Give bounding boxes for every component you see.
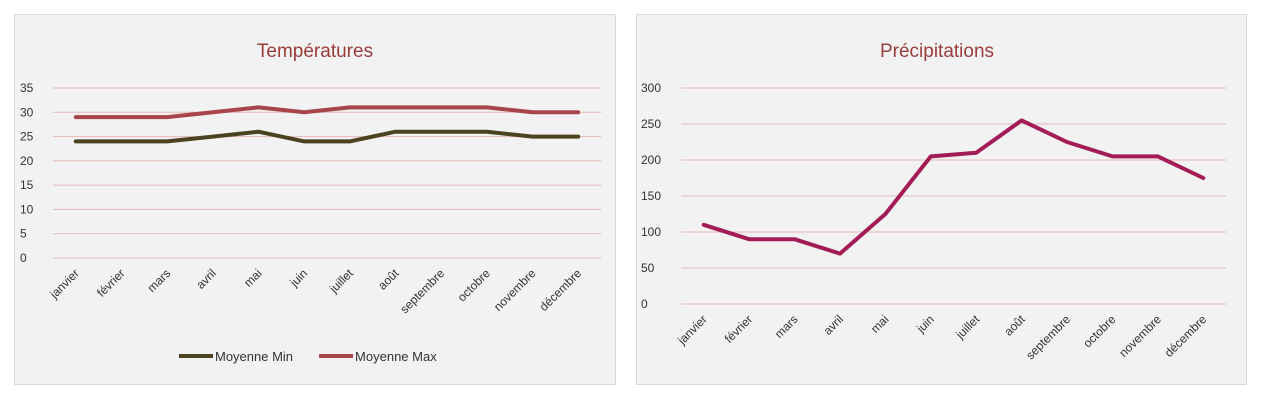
precipitation-x-tick-label: mars [772, 312, 801, 341]
temperature-series-line-1 [73, 105, 581, 120]
temperature-y-tick-label: 0 [20, 251, 27, 265]
temperature-y-tick-label: 20 [20, 154, 34, 168]
precipitation-y-tick-label: 50 [641, 261, 655, 275]
temperature-y-tick-label: 35 [20, 81, 34, 95]
temperature-x-tick-label: mars [145, 266, 174, 295]
temperature-y-tick-label: 30 [20, 105, 34, 119]
temperature-chart: Températures 0 5 10 15 20 25 30 35 janvier févrie… [20, 41, 601, 364]
temperature-x-tick-label: février [94, 266, 127, 299]
temperature-x-tick-label: novembre [491, 266, 539, 314]
precipitation-chart: Précipitations 0 50 100 150 200 250 300 janvier… [641, 41, 1226, 362]
precipitation-x-tick-label: décembre [1162, 312, 1210, 360]
precipitation-x-tick-label: novembre [1116, 312, 1164, 360]
temperature-chart-title: Températures [257, 41, 373, 62]
temperature-y-tick-label: 25 [20, 130, 34, 144]
temperature-x-tick-label: avril [193, 266, 218, 291]
temperature-x-tick-label: juillet [326, 266, 356, 296]
precipitation-y-tick-label: 100 [641, 225, 661, 239]
precipitation-y-tick-label: 0 [641, 297, 648, 311]
temperature-x-tick-label: décembre [537, 266, 585, 314]
temperature-legend-label: Moyenne Min [215, 349, 293, 364]
temperature-series-line-0 [73, 129, 581, 144]
temperature-legend-label: Moyenne Max [355, 349, 437, 364]
temperature-chart-panel: Températures 0 5 10 15 20 25 30 35 janvier févrie… [14, 14, 616, 385]
temperature-y-tick-label: 10 [20, 202, 34, 216]
precipitation-x-tick-label: juin [913, 312, 937, 336]
precipitation-y-tick-label: 250 [641, 117, 661, 131]
precipitation-y-tick-label: 300 [641, 81, 661, 95]
precipitation-y-tick-label: 150 [641, 189, 661, 203]
precipitation-x-tick-label: avril [821, 312, 846, 337]
precipitation-x-tick-label: juillet [952, 312, 982, 342]
precipitation-x-tick-label: octobre [1080, 312, 1118, 350]
temperature-x-tick-label: juin [286, 266, 310, 290]
precipitation-x-tick-label: février [722, 312, 755, 345]
temperature-x-tick-label: octobre [455, 266, 493, 304]
precipitation-series-line-0 [701, 118, 1206, 256]
temperature-x-tick-label: août [375, 266, 402, 293]
precipitation-x-tick-label: août [1001, 312, 1028, 339]
precipitation-x-tick-label: mai [868, 312, 892, 336]
precipitation-y-tick-label: 200 [641, 153, 661, 167]
temperature-x-tick-label: mai [241, 266, 265, 290]
precipitation-chart-panel: Précipitations 0 50 100 150 200 250 300 janvier… [636, 14, 1247, 385]
temperature-y-tick-label: 15 [20, 178, 34, 192]
precipitation-x-tick-label: janvier [674, 312, 710, 348]
precipitation-chart-title: Précipitations [880, 41, 994, 62]
temperature-y-tick-label: 5 [20, 227, 27, 241]
temperature-x-tick-label: septembre [397, 266, 447, 316]
precipitation-x-tick-label: septembre [1023, 312, 1073, 362]
temperature-x-tick-label: janvier [46, 266, 82, 302]
